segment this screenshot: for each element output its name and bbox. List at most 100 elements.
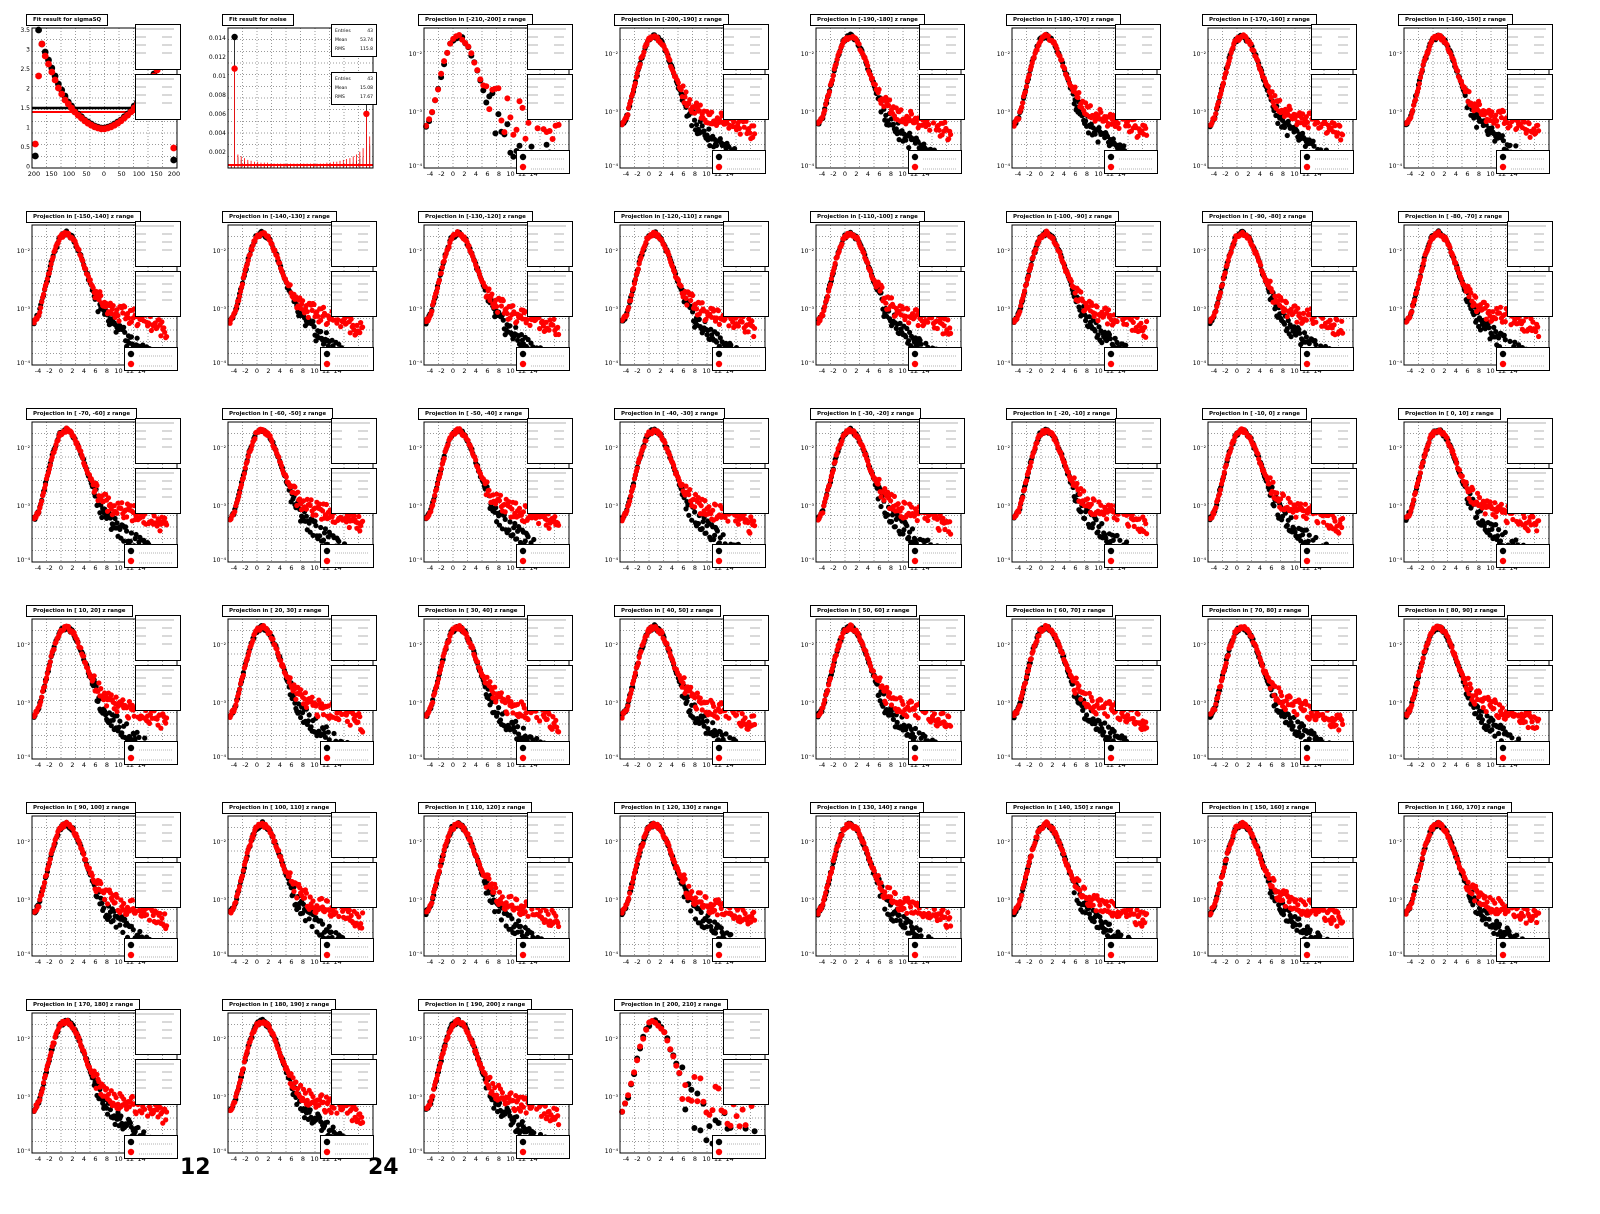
point-series-a: [312, 518, 318, 524]
point-series-a: [1083, 118, 1089, 124]
point-series-b: [1304, 119, 1310, 125]
point-series-a: [1501, 332, 1507, 338]
point-series-b: [116, 318, 122, 324]
point-series-b: [148, 327, 154, 334]
x-tick-label: 8: [105, 564, 109, 572]
point-series-b: [38, 40, 46, 48]
point-series-b: [127, 503, 133, 509]
point-series-b: [48, 261, 54, 267]
x-tick-label: 10: [1094, 170, 1102, 178]
legend-marker-b: [1499, 163, 1507, 171]
point-series-b: [741, 124, 747, 130]
point-series-b: [927, 127, 933, 133]
point-series-b: [242, 465, 248, 471]
point-series-a: [317, 533, 323, 539]
stats-box: Entries 43 Mean 53.74 RMS 115.8: [331, 24, 377, 57]
point-series-b: [1414, 289, 1420, 296]
point-series-a: [1303, 334, 1309, 340]
x-tick-label: 12: [910, 170, 918, 178]
y-tick-label: 0.008: [209, 92, 226, 99]
x-tick-label: 10: [1486, 170, 1494, 178]
point-series-b: [879, 284, 885, 290]
point-series-b: [1065, 76, 1071, 82]
point-series-b: [865, 63, 871, 69]
point-series-b: [906, 320, 912, 326]
point-series-b: [1283, 300, 1289, 306]
point-series-b: [1222, 270, 1228, 276]
point-series-b: [318, 317, 324, 323]
point-series-b: [703, 316, 709, 322]
point-series-b: [876, 86, 882, 93]
x-tick-label: -2: [1418, 367, 1424, 375]
point-series-a: [313, 523, 319, 529]
point-series-b: [527, 322, 533, 328]
y-tick-label: 10⁻⁴: [997, 163, 1011, 170]
panel-plot: 10⁻²10⁻³10⁻⁴-4 -2 0 2 4 6 8 10 12 14: [17, 224, 178, 375]
point-series-b: [50, 254, 56, 260]
point-series-b: [1068, 278, 1074, 284]
x-tick-label: 200: [28, 170, 40, 178]
x-tick-label: 2: [266, 367, 270, 375]
point-series-a: [516, 142, 523, 149]
point-series-b: [697, 102, 703, 108]
point-series-b: [151, 513, 157, 519]
legend-marker-a: [911, 153, 919, 161]
point-series-b: [1248, 41, 1254, 47]
point-series-a: [127, 538, 133, 544]
legend-box: [1300, 347, 1354, 371]
point-series-a: [1502, 337, 1508, 343]
point-series-a: [1110, 136, 1116, 142]
point-series-b: [1057, 249, 1063, 256]
point-series-b: [135, 321, 141, 327]
point-series-b: [122, 304, 128, 310]
point-series-b: [1474, 308, 1480, 315]
point-series-a: [121, 538, 127, 544]
panel-title: Projection in [-160,-150] z range: [1398, 14, 1513, 26]
point-series-b: [839, 241, 845, 247]
point-series-a: [1312, 338, 1318, 344]
x-tick-label: -2: [46, 367, 52, 375]
point-series-b: [1219, 282, 1226, 288]
stats-box: [1507, 24, 1553, 70]
stats-box: [135, 221, 181, 267]
point-series-b: [1272, 93, 1278, 99]
point-series-b: [446, 244, 452, 250]
x-tick-label: 4: [278, 367, 282, 375]
point-series-a: [689, 123, 695, 129]
legend-box: [908, 150, 962, 174]
stats-row: RMS 115.8: [335, 45, 373, 54]
point-series-a: [336, 538, 342, 544]
point-series-a: [133, 531, 139, 538]
point-series-a: [907, 130, 913, 136]
y-tick-label: 10⁻⁴: [213, 557, 227, 564]
x-tick-label: 4: [1258, 170, 1262, 178]
point-series-b: [244, 459, 250, 465]
point-series-a: [321, 530, 328, 536]
point-series-a: [1102, 329, 1108, 335]
y-tick-label: 10⁻⁴: [213, 360, 227, 367]
chart-panel: 10⁻² 10⁻³ 10⁻⁴ -4 -2 0 2 4 6 8 10 12 14 Projection in…: [208, 211, 404, 409]
point-series-b: [58, 90, 66, 98]
x-tick-label: -4: [427, 367, 433, 375]
point-series-a: [699, 123, 705, 129]
point-series-b: [1258, 262, 1264, 268]
chart-panel: 10⁻² 10⁻³ 10⁻⁴ -4 -2 0 2 4 6 8 10 12 14 Projection in…: [208, 408, 404, 606]
x-tick-label: 8: [497, 367, 501, 375]
point-series-b: [358, 320, 364, 326]
x-tick-label: 14: [1313, 367, 1321, 375]
point-series-b: [898, 107, 904, 113]
point-series-b: [307, 502, 313, 508]
point-series-b: [360, 324, 366, 330]
point-series-b: [1105, 307, 1112, 313]
stats-box: [135, 74, 181, 120]
point-series-b: [86, 472, 92, 478]
stats-box: Entries 43 Mean 15.08 RMS 17.67: [331, 72, 377, 105]
point-series-b: [347, 330, 353, 336]
point-series-b: [304, 309, 310, 315]
point-series-b: [1017, 309, 1023, 315]
x-tick-label: -2: [1026, 170, 1032, 178]
point-series-b: [114, 510, 120, 516]
point-series-b: [930, 120, 937, 126]
x-tick-label: 12: [1106, 367, 1114, 375]
point-series-b: [1409, 309, 1415, 315]
